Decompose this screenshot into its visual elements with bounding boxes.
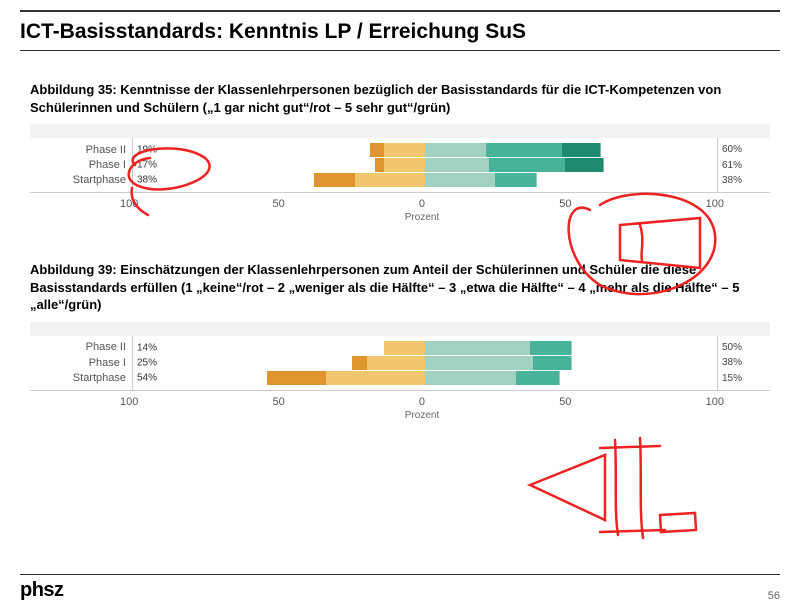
right-pct: 15%: [722, 373, 768, 384]
left-pct: 25%: [137, 357, 157, 368]
bar-segment: [370, 143, 386, 157]
xtick: 100: [120, 396, 138, 408]
right-pct: 50%: [722, 342, 768, 353]
bar-segment: [425, 341, 531, 355]
left-pct: 19%: [137, 145, 157, 156]
bar-segment: [425, 356, 534, 370]
bar-segment: [367, 356, 426, 370]
bar-segment: [516, 371, 561, 385]
bar-segment: [355, 173, 426, 187]
bar-row: 25%: [133, 356, 717, 370]
right-pct: 61%: [722, 160, 768, 171]
page-title: ICT-Basisstandards: Kenntnis LP / Erreic…: [20, 20, 780, 44]
xtick: 100: [706, 396, 724, 408]
chart1-xaxis-label: Prozent: [120, 212, 724, 223]
left-pct: 54%: [137, 372, 157, 383]
chart1-caption: Abbildung 35: Kenntnisse der Klassenlehr…: [30, 81, 770, 116]
ylabel: Phase II: [36, 144, 126, 156]
ylabel: Phase II: [36, 341, 126, 353]
ylabel: Startphase: [36, 372, 126, 384]
bar-segment: [384, 143, 426, 157]
bar-segment: [384, 341, 426, 355]
bar-segment: [314, 173, 356, 187]
ylabel: Startphase: [36, 174, 126, 186]
xtick: 50: [273, 198, 285, 210]
bar-row: 14%: [133, 341, 717, 355]
left-pct: 17%: [137, 160, 157, 171]
left-pct: 14%: [137, 342, 157, 353]
bar-segment: [565, 158, 604, 172]
ylabel: Phase I: [36, 357, 126, 369]
bar-segment: [425, 173, 496, 187]
xtick: 50: [559, 198, 571, 210]
bar-row: 54%: [133, 371, 717, 385]
bar-segment: [489, 158, 566, 172]
xtick: 0: [419, 396, 425, 408]
page-number: 56: [768, 590, 780, 600]
bar-segment: [326, 371, 426, 385]
bar-segment: [533, 356, 572, 370]
chart2: Phase II Phase I Startphase 14% 25% 54% 50% 3…: [30, 322, 770, 421]
bar-segment: [562, 143, 601, 157]
xtick: 0: [419, 198, 425, 210]
chart2-caption: Abbildung 39: Einschätzungen der Klassen…: [30, 261, 770, 314]
bar-segment: [267, 371, 326, 385]
bar-row: 38%: [133, 173, 717, 187]
logo: phsz: [20, 579, 64, 600]
xtick: 100: [120, 198, 138, 210]
bar-segment: [425, 158, 490, 172]
chart1: Phase II Phase I Startphase 19% 17% 38% 60% 6…: [30, 124, 770, 223]
bar-row: 19%: [133, 143, 717, 157]
bar-segment: [530, 341, 572, 355]
ylabel: Phase I: [36, 159, 126, 171]
right-pct: 38%: [722, 175, 768, 186]
bar-segment: [425, 371, 517, 385]
bar-segment: [425, 143, 487, 157]
xtick: 50: [273, 396, 285, 408]
bar-segment: [495, 173, 537, 187]
left-pct: 38%: [137, 175, 157, 186]
bar-row: 17%: [133, 158, 717, 172]
chart2-xaxis-label: Prozent: [120, 410, 724, 421]
bar-segment: [384, 158, 426, 172]
right-pct: 38%: [722, 357, 768, 368]
bar-segment: [486, 143, 563, 157]
xtick: 50: [559, 396, 571, 408]
right-pct: 60%: [722, 144, 768, 155]
bar-segment: [352, 356, 368, 370]
xtick: 100: [706, 198, 724, 210]
